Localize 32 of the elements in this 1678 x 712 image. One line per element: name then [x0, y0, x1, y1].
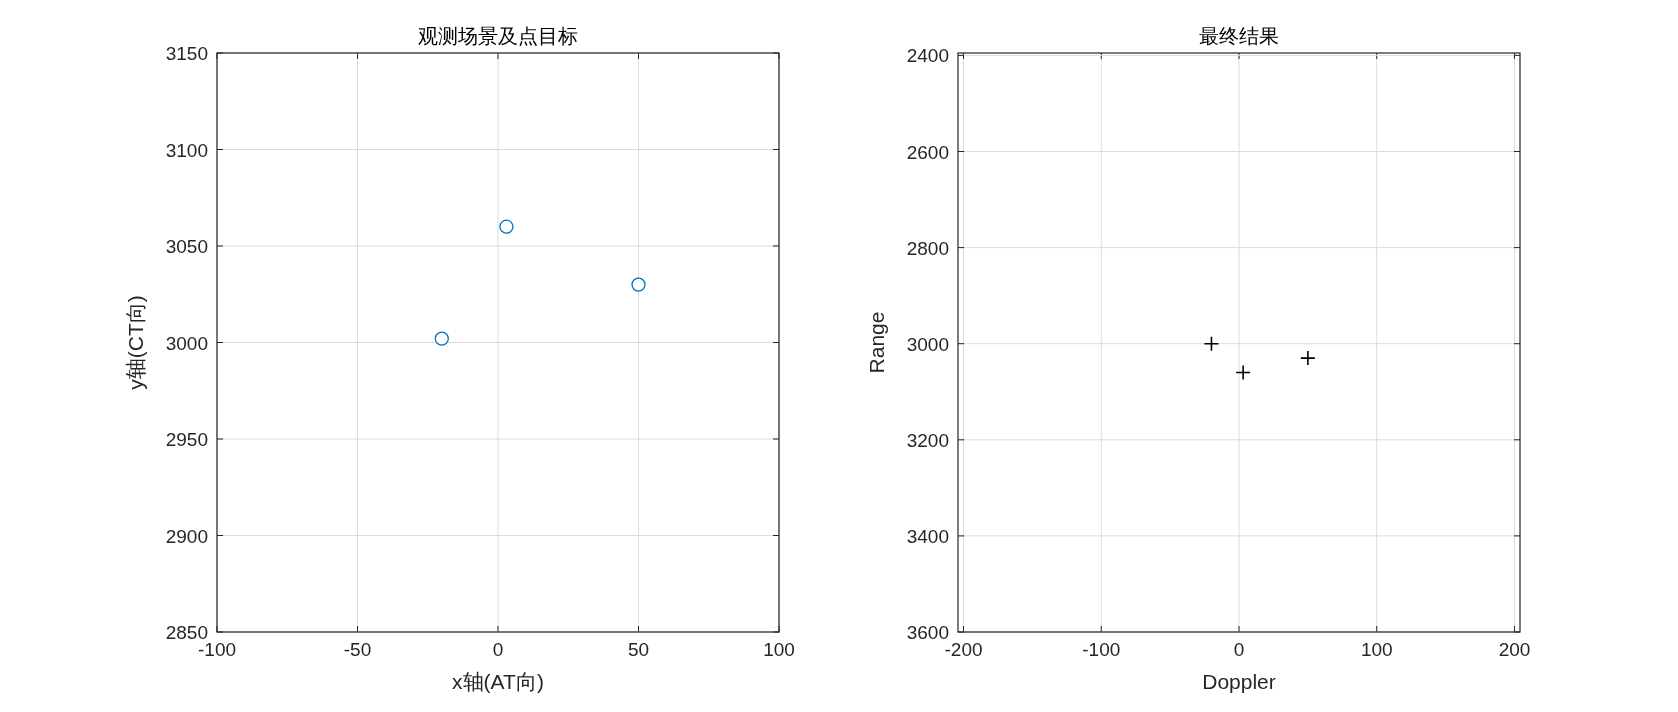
y-tick-label: 2900 [165, 525, 208, 547]
x-tick-label: 50 [627, 639, 650, 660]
y-tick-label: 3050 [165, 236, 208, 257]
y-tick-label: 2950 [165, 429, 208, 450]
y-tick-label: 3200 [906, 429, 949, 451]
y-tick-label: 3000 [165, 332, 208, 354]
point [434, 331, 449, 346]
point [631, 277, 646, 292]
x-axis-title: Doppler [1202, 670, 1276, 693]
x-tick-label: 200 [1498, 639, 1531, 660]
point [1235, 364, 1251, 381]
y-tick-label: 3100 [165, 139, 208, 161]
point [499, 219, 514, 234]
y-tick-label: 3000 [906, 333, 949, 355]
chart-title: 观测场景及点目标 [418, 24, 578, 48]
y-axis-title: Range [865, 311, 888, 374]
point [1300, 350, 1316, 366]
x-axis-title: x轴(AT向) [452, 670, 544, 693]
x-tick-label: 0 [1233, 639, 1245, 660]
x-tick-label: -100 [1082, 639, 1121, 660]
y-tick-label: 3150 [165, 43, 208, 64]
x-tick-label: -50 [343, 639, 372, 660]
y-tick-label: 2800 [906, 237, 949, 259]
y-tick-label: 2400 [906, 45, 949, 67]
y-axis-title: y轴(CT向) [124, 295, 147, 390]
x-tick-label: 100 [763, 639, 795, 660]
y-tick-label: 3400 [906, 525, 949, 547]
x-tick-label: 100 [1360, 639, 1393, 660]
chart-title: 最终结果 [1199, 24, 1279, 48]
point [1203, 335, 1220, 352]
x-tick-label: 0 [492, 639, 504, 660]
y-tick-label: 2600 [906, 141, 949, 163]
